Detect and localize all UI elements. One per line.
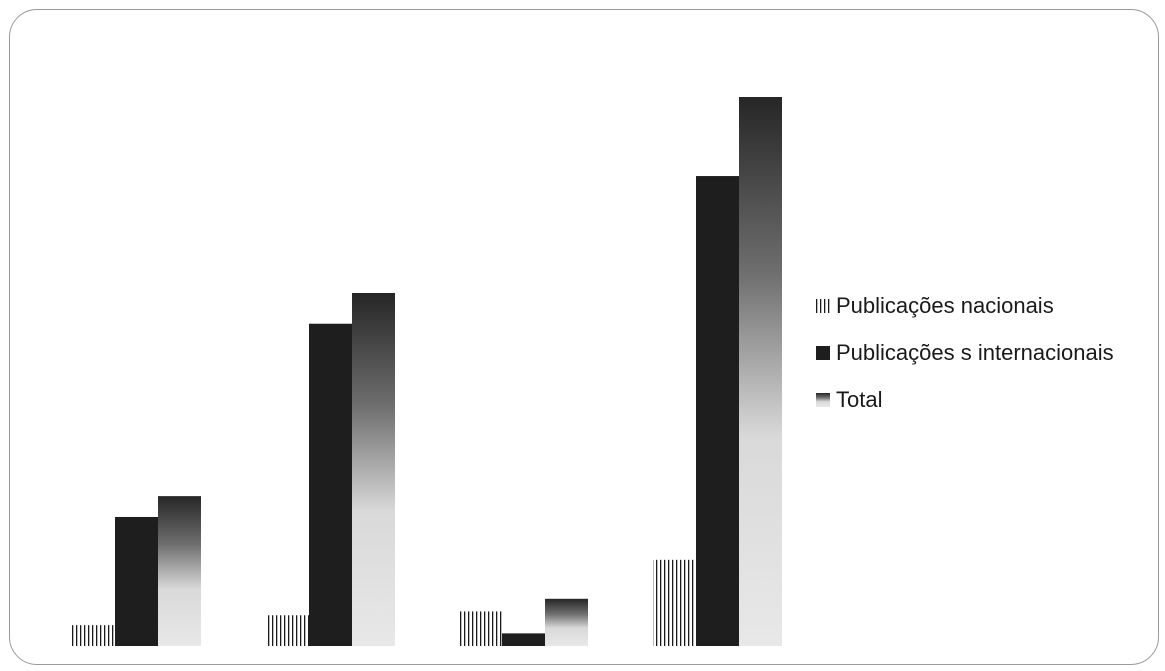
bar-internacionais-3 [502,633,545,646]
bars-group [72,97,782,646]
bar-nacionais-4 [653,559,696,646]
legend-label-internacionais: Publicações s internacionais [836,339,1114,365]
legend-label-total: Total [836,386,883,412]
legend-item-internacionais: Publicações s internacionais [816,329,1114,376]
legend-item-nacionais: Publicações nacionais [816,282,1114,329]
hatch-swatch-icon [816,298,830,313]
solid-swatch-icon [816,345,830,360]
bar-total-4 [739,97,782,646]
bar-total-2 [352,292,395,646]
bar-total-3 [545,598,588,646]
bar-internacionais-2 [309,323,352,646]
legend-item-total: Total [816,376,1114,423]
gradient-swatch-icon [816,392,830,407]
legend: Publicações nacionais Publicações s inte… [816,282,1114,423]
bar-total-1 [158,496,201,646]
legend-label-nacionais: Publicações nacionais [836,292,1054,318]
bar-nacionais-1 [72,625,115,646]
bar-nacionais-2 [266,615,309,646]
bar-internacionais-4 [696,176,739,646]
bar-nacionais-3 [459,611,502,646]
bar-internacionais-1 [115,516,158,646]
